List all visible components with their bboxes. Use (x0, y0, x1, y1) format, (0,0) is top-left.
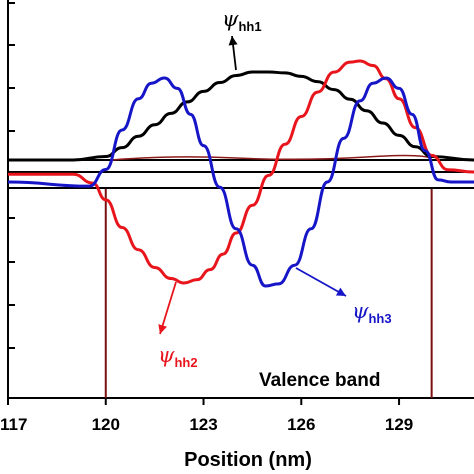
tick-layer: 117 120 123 126 129 (0, 398, 413, 434)
x-tick-label-126: 126 (287, 415, 315, 434)
potential-profile (8, 154, 474, 398)
x-tick-label-117: 117 (0, 415, 27, 434)
annotation-arrowhead-hh2 (158, 324, 167, 334)
series-layer (7, 59, 474, 288)
annotation-arrowhead-hh1 (228, 36, 238, 46)
level-ripple (112, 154, 433, 161)
annotation-hh1-sub: hh1 (238, 19, 261, 34)
series-line-2 (8, 59, 474, 285)
annotation-arrow-hh3 (295, 267, 347, 297)
x-tick-label-129: 129 (385, 415, 413, 434)
x-axis-title: Position (nm) (184, 449, 312, 471)
x-tick-label-123: 123 (189, 415, 217, 434)
series-line-3 (7, 76, 474, 288)
annotation-hh1: ψhh1 (222, 7, 262, 34)
annotation-hh2-sub: hh2 (174, 355, 197, 370)
x-tick-label-120: 120 (92, 415, 120, 434)
annotation-arrow-hh2 (159, 281, 177, 335)
annotation-arrowhead-hh3 (335, 287, 346, 296)
annotation-hh3-sub: hh3 (368, 311, 391, 326)
series-line-1 (7, 70, 474, 162)
plot-frame (7, 0, 474, 399)
annotation-hh2: ψhh2 (158, 343, 198, 370)
annotation-hh3: ψhh3 (352, 299, 392, 326)
valence-band-label: Valence band (259, 370, 380, 391)
